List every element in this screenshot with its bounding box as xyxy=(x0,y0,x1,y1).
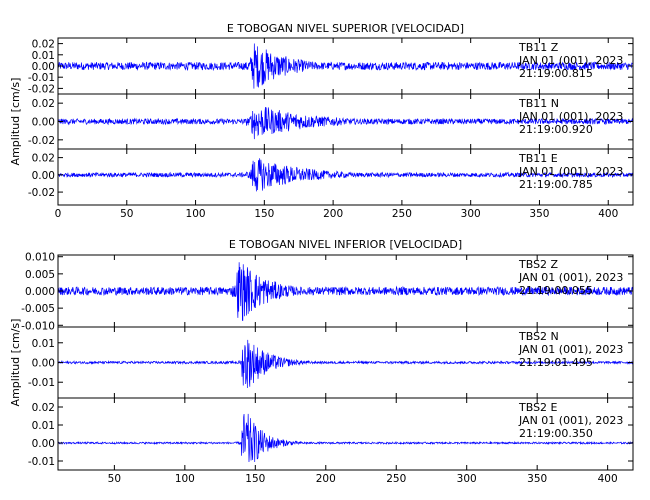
panel-frame xyxy=(57,397,634,471)
date-label: JAN 01 (001), 2023 xyxy=(518,165,623,178)
x-tick-label: 400 xyxy=(598,208,618,220)
y-tick-label: 0.01 xyxy=(32,50,55,62)
figure-2: E TOBOGAN NIVEL INFERIOR [VELOCIDAD] Ampl… xyxy=(9,238,634,485)
y-tick-label: 0.02 xyxy=(32,402,55,414)
waveform-line xyxy=(57,339,634,388)
channel-label: TB11 E xyxy=(518,152,558,165)
x-tick-label: 250 xyxy=(386,473,406,485)
y-tick-label: 0.00 xyxy=(32,358,55,370)
x-tick-label: 400 xyxy=(598,473,618,485)
waveform-line xyxy=(57,158,634,192)
y-tick-label: -0.01 xyxy=(28,72,55,84)
x-tick-label: 100 xyxy=(175,473,195,485)
y-tick-label: 0.000 xyxy=(25,286,55,298)
y-tick-label: 0.00 xyxy=(32,117,55,129)
channel-label: TB11 N xyxy=(518,97,559,110)
x-tick-label: 100 xyxy=(186,208,206,220)
chart-title: E TOBOGAN NIVEL SUPERIOR [VELOCIDAD] xyxy=(227,22,464,35)
y-axis-label: Amplitud [cm/s] xyxy=(9,78,22,166)
channel-label: TBS2 E xyxy=(518,401,558,414)
y-tick-label: -0.01 xyxy=(28,377,55,389)
figure-1: E TOBOGAN NIVEL SUPERIOR [VELOCIDAD] Ampl… xyxy=(9,22,634,220)
waveform-line xyxy=(57,262,634,322)
y-axis-label: Amplitud [cm/s] xyxy=(9,319,22,407)
x-tick-label: 0 xyxy=(55,208,62,220)
y-tick-label: 0.02 xyxy=(32,39,55,51)
date-label: JAN 01 (001), 2023 xyxy=(518,343,623,356)
x-tick-label: 250 xyxy=(392,208,412,220)
waveform-line xyxy=(57,106,634,140)
x-tick-label: 200 xyxy=(323,208,343,220)
y-tick-label: -0.02 xyxy=(28,135,55,147)
y-tick-label: 0.02 xyxy=(32,153,55,165)
y-tick-label: 0.01 xyxy=(32,420,55,432)
x-tick-label: 200 xyxy=(316,473,336,485)
y-tick-label: 0.02 xyxy=(32,98,55,110)
x-tick-label: 300 xyxy=(461,208,481,220)
y-tick-label: -0.01 xyxy=(28,456,55,468)
x-tick-label: 350 xyxy=(529,208,549,220)
y-tick-label: 0.010 xyxy=(25,252,55,264)
time-label: 21:19:00.815 xyxy=(519,67,593,80)
time-label: 21:19:00.920 xyxy=(519,123,593,136)
waveform-line xyxy=(57,413,634,462)
y-tick-label: -0.005 xyxy=(21,303,55,315)
time-label: 21:19:01.495 xyxy=(519,356,593,369)
y-tick-label: 0.005 xyxy=(25,269,55,281)
date-label: JAN 01 (001), 2023 xyxy=(518,271,623,284)
waveform-line xyxy=(57,43,634,89)
chart-title: E TOBOGAN NIVEL INFERIOR [VELOCIDAD] xyxy=(229,238,462,251)
y-tick-label: -0.02 xyxy=(28,83,55,95)
date-label: JAN 01 (001), 2023 xyxy=(518,54,623,67)
x-tick-label: 150 xyxy=(254,208,274,220)
channel-label: TB11 Z xyxy=(518,41,559,54)
date-label: JAN 01 (001), 2023 xyxy=(518,110,623,123)
x-tick-label: 50 xyxy=(120,208,133,220)
y-tick-label: 0.00 xyxy=(32,170,55,182)
channel-label: TBS2 N xyxy=(518,330,559,343)
x-tick-label: 150 xyxy=(245,473,265,485)
panel-frame xyxy=(57,148,634,206)
date-label: JAN 01 (001), 2023 xyxy=(518,414,623,427)
y-tick-label: 0.01 xyxy=(32,338,55,350)
channel-label: TBS2 Z xyxy=(518,258,559,271)
y-tick-label: 0.00 xyxy=(32,61,55,73)
y-tick-label: 0.00 xyxy=(32,438,55,450)
time-label: 21:19:00.785 xyxy=(519,178,593,191)
x-tick-label: 350 xyxy=(527,473,547,485)
time-label: 21:19:00.350 xyxy=(519,427,593,440)
x-tick-label: 300 xyxy=(457,473,477,485)
y-tick-label: -0.010 xyxy=(21,320,55,332)
time-label: 21:19:00.055 xyxy=(519,284,593,297)
x-tick-label: 50 xyxy=(108,473,121,485)
y-tick-label: -0.02 xyxy=(28,187,55,199)
